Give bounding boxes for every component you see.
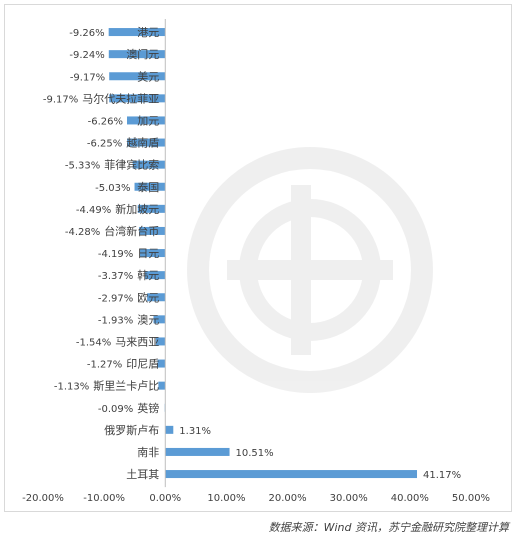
category-label-9: 台湾新台币	[104, 224, 159, 238]
category-label-11: 韩元	[137, 268, 159, 282]
data-label-14: -1.54%	[76, 337, 111, 348]
data-label-6: -5.33%	[65, 161, 100, 172]
data-label-2: -9.17%	[70, 72, 105, 83]
data-label-17: -0.09%	[98, 404, 133, 415]
bar-14	[155, 337, 166, 346]
data-label-9: -4.28%	[65, 227, 100, 238]
data-label-13: -1.93%	[98, 315, 133, 326]
bar-8	[137, 204, 166, 213]
category-label-20: 土耳其	[126, 468, 159, 481]
x-tick-label-5: 30.00%	[330, 493, 368, 504]
data-label-20: 41.17%	[423, 470, 461, 481]
bar-9	[139, 226, 166, 235]
bar-0	[108, 28, 166, 37]
x-tick-label-1: -10.00%	[83, 493, 125, 504]
bar-18	[165, 425, 174, 434]
bar-3	[109, 94, 166, 103]
x-tick-label-0: -20.00%	[22, 493, 64, 504]
bar-20	[165, 470, 418, 479]
x-tick-label-6: 40.00%	[391, 493, 429, 504]
bar-6	[132, 160, 166, 169]
data-label-19: 10.51%	[236, 448, 274, 459]
category-label-3: 马尔代夫拉菲亚	[82, 91, 159, 105]
category-label-16: 斯里兰卡卢比	[93, 380, 159, 393]
category-label-4: 加元	[137, 114, 159, 127]
chart-frame: -9.26% 港元 -9.24% 澳门元 -9.17% 美元 -9.17% 马尔代夫拉菲亚 -6…	[4, 4, 512, 512]
bar-15	[157, 359, 166, 368]
bar-4	[127, 116, 166, 125]
category-label-17: 英镑	[137, 401, 159, 415]
bar-12	[147, 293, 166, 302]
bar-16	[158, 381, 166, 390]
source-note: 数据来源：Wind 资讯，苏宁金融研究院整理计算	[268, 521, 509, 534]
bar-1	[108, 50, 166, 59]
watermark-seal	[187, 147, 433, 393]
category-label-5: 越南盾	[126, 136, 159, 150]
bar-5	[127, 138, 166, 147]
x-tick-label-4: 20.00%	[269, 493, 307, 504]
data-label-1: -9.24%	[69, 50, 104, 61]
bar-11	[144, 271, 166, 280]
category-label-6: 菲律宾比索	[104, 158, 159, 172]
bar-2	[109, 72, 166, 81]
category-label-12: 欧元	[137, 291, 159, 304]
data-label-16: -1.13%	[54, 382, 89, 393]
category-label-18: 俄罗斯卢布	[104, 424, 159, 437]
data-label-12: -2.97%	[98, 293, 133, 304]
category-label-10: 日元	[137, 247, 159, 260]
x-tick-label-2: 0.00%	[149, 493, 181, 504]
data-label-7: -5.03%	[95, 183, 130, 194]
data-label-5: -6.25%	[87, 139, 122, 150]
bar-7	[134, 182, 166, 191]
category-label-15: 印尼盾	[126, 358, 159, 371]
data-label-10: -4.19%	[98, 249, 133, 260]
category-label-1: 澳门元	[126, 47, 159, 61]
data-label-4: -6.26%	[88, 116, 123, 127]
x-tick-label-7: 50.00%	[452, 493, 490, 504]
data-label-8: -4.49%	[76, 205, 111, 216]
category-label-0: 港元	[137, 26, 159, 39]
data-label-18: 1.31%	[179, 426, 211, 437]
data-label-0: -9.26%	[69, 28, 104, 39]
data-label-11: -3.37%	[98, 271, 133, 282]
x-tick-label-3: 10.00%	[207, 493, 245, 504]
data-label-15: -1.27%	[87, 360, 122, 371]
bar-chart: -9.26% 港元 -9.24% 澳门元 -9.17% 美元 -9.17% 马尔代夫拉菲亚 -6…	[22, 19, 490, 504]
category-label-7: 泰国	[137, 180, 159, 194]
category-label-14: 马来西亚	[115, 335, 159, 348]
bar-19	[165, 447, 230, 456]
bar-13	[153, 315, 166, 324]
category-label-8: 新加坡元	[115, 202, 159, 216]
bar-10	[139, 249, 166, 258]
category-label-13: 澳元	[137, 313, 159, 326]
data-label-3: -9.17%	[43, 94, 78, 105]
category-label-19: 南非	[137, 446, 159, 459]
category-label-2: 美元	[137, 70, 159, 83]
